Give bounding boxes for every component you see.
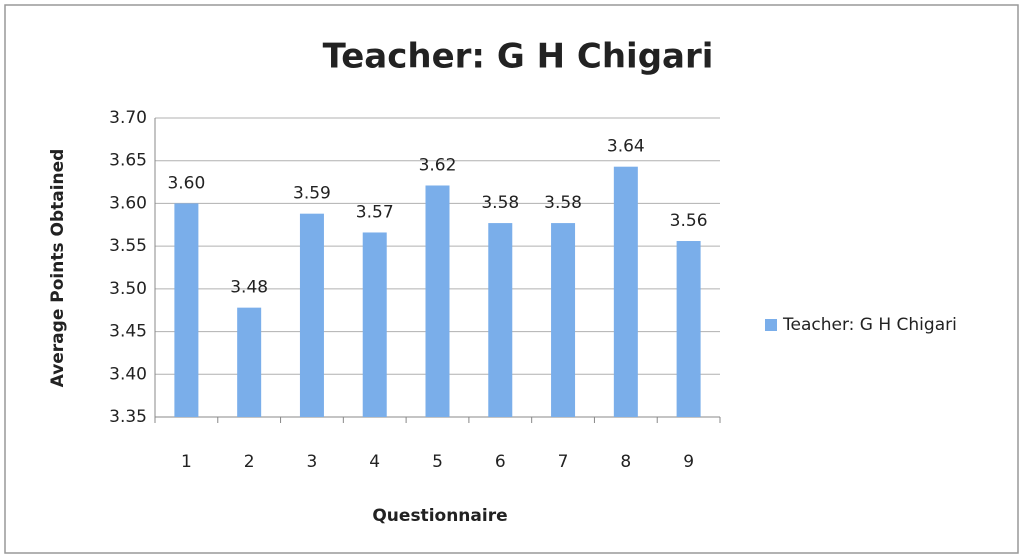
x-tick-label: 3 [307,452,318,472]
data-label: 3.58 [481,193,519,213]
bar [237,307,262,417]
data-label: 3.56 [670,211,708,231]
data-label: 3.64 [607,137,645,157]
x-tick-label: 5 [432,452,443,472]
y-tick-label: 3.65 [109,151,147,171]
legend-swatch [765,319,777,331]
bar [488,223,513,417]
y-axis-label: Average Points Obtained [48,149,68,388]
y-tick-label: 3.70 [109,108,147,128]
x-tick-label: 6 [495,452,506,472]
x-tick-label: 8 [620,452,631,472]
x-tick-label: 7 [558,452,569,472]
x-tick-label: 4 [369,452,380,472]
bar [174,203,199,417]
bar [425,185,450,417]
y-tick-label: 3.35 [109,407,147,427]
x-axis-label: Questionnaire [372,506,507,526]
bar [676,241,701,417]
data-label: 3.48 [230,278,268,298]
chart-title: Teacher: G H Chigari [323,37,714,77]
legend-label: Teacher: G H Chigari [782,315,957,335]
bar [362,232,387,417]
y-tick-label: 3.55 [109,236,147,256]
bar [551,223,576,417]
x-tick-label: 1 [181,452,192,472]
y-tick-label: 3.50 [109,279,147,299]
y-tick-label: 3.45 [109,322,147,342]
data-label: 3.59 [293,184,331,204]
bar [299,213,324,417]
data-label: 3.57 [356,202,394,222]
bar [613,166,638,417]
data-label: 3.58 [544,193,582,213]
data-label: 3.60 [167,173,205,193]
y-tick-label: 3.40 [109,364,147,384]
x-tick-label: 2 [244,452,255,472]
x-tick-label: 9 [683,452,694,472]
data-label: 3.62 [419,155,457,175]
y-tick-label: 3.60 [109,193,147,213]
